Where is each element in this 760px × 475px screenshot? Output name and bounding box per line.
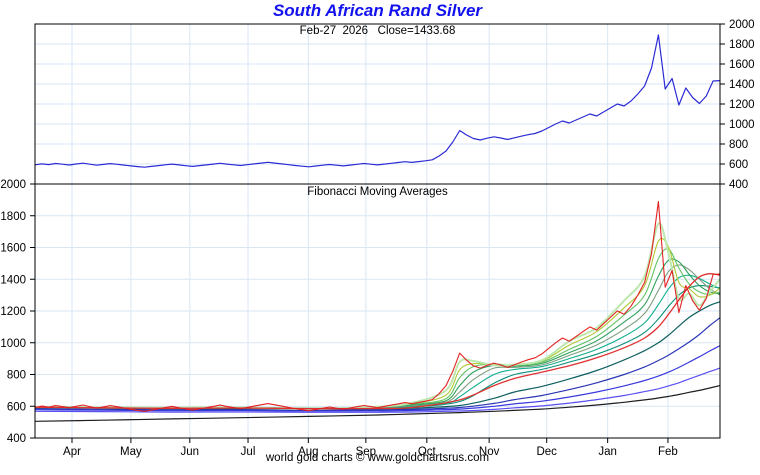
y-tick-label-left: 400: [7, 433, 26, 445]
y-tick-label-right: 800: [729, 139, 748, 151]
ma_teal_mid-line: [34, 284, 721, 410]
ma_teal_dark-line: [34, 301, 721, 410]
ma_green_yellow-line: [34, 237, 721, 410]
x-tick-label: Jun: [181, 446, 200, 458]
x-tick-label: Apr: [63, 446, 81, 458]
ma_blue_deep-line: [34, 367, 721, 413]
ma_navy-line: [34, 317, 721, 411]
y-tick-label-right: 1400: [729, 79, 755, 91]
ma_green_gray-line: [34, 264, 721, 409]
price-line: [34, 34, 721, 168]
ma_green_pale-line: [34, 222, 721, 410]
x-tick-label: Sep: [356, 446, 376, 458]
x-tick-label: Jul: [241, 446, 256, 458]
y-tick-label-right: 1000: [729, 119, 755, 131]
ma_black-line: [34, 385, 721, 422]
ma_blue-line: [34, 345, 721, 412]
x-tick-label: Aug: [298, 446, 318, 458]
bottom-panel-title: Fibonacci Moving Averages: [307, 186, 448, 198]
x-tick-label: May: [120, 446, 142, 458]
y-tick-label-left: 1400: [0, 274, 26, 286]
x-tick-label: Oct: [418, 446, 437, 458]
chart-title: South African Rand Silver: [272, 1, 483, 20]
y-tick-label-left: 600: [7, 401, 26, 413]
y-tick-label-right: 2000: [729, 19, 755, 31]
ma_teal-line: [34, 274, 721, 409]
top-panel-annotation: Feb-27 2026 Close=1433.68: [299, 25, 456, 37]
y-tick-label-left: 1800: [0, 211, 26, 223]
y-tick-label-right: 1800: [729, 39, 755, 51]
y-tick-label-right: 400: [729, 179, 748, 191]
y-tick-label-left: 1000: [0, 338, 26, 350]
y-tick-label-left: 1200: [0, 306, 26, 318]
y-tick-label-right: 1200: [729, 99, 755, 111]
x-tick-label: Jan: [598, 446, 617, 458]
ma_green_light-line: [34, 248, 721, 409]
y-tick-label-right: 600: [729, 159, 748, 171]
x-tick-label: Feb: [658, 446, 678, 458]
y-tick-label-left: 1600: [0, 243, 26, 255]
price-line: [34, 200, 721, 412]
chart-footer: world gold charts © www.goldchartsrus.co…: [265, 452, 490, 464]
y-tick-label-left: 800: [7, 370, 26, 382]
x-tick-label: Nov: [479, 446, 500, 458]
y-tick-label-left: 2000: [0, 179, 26, 191]
x-tick-label: Dec: [536, 446, 557, 458]
ma_red-line: [34, 273, 721, 410]
y-tick-label-right: 1600: [729, 59, 755, 71]
